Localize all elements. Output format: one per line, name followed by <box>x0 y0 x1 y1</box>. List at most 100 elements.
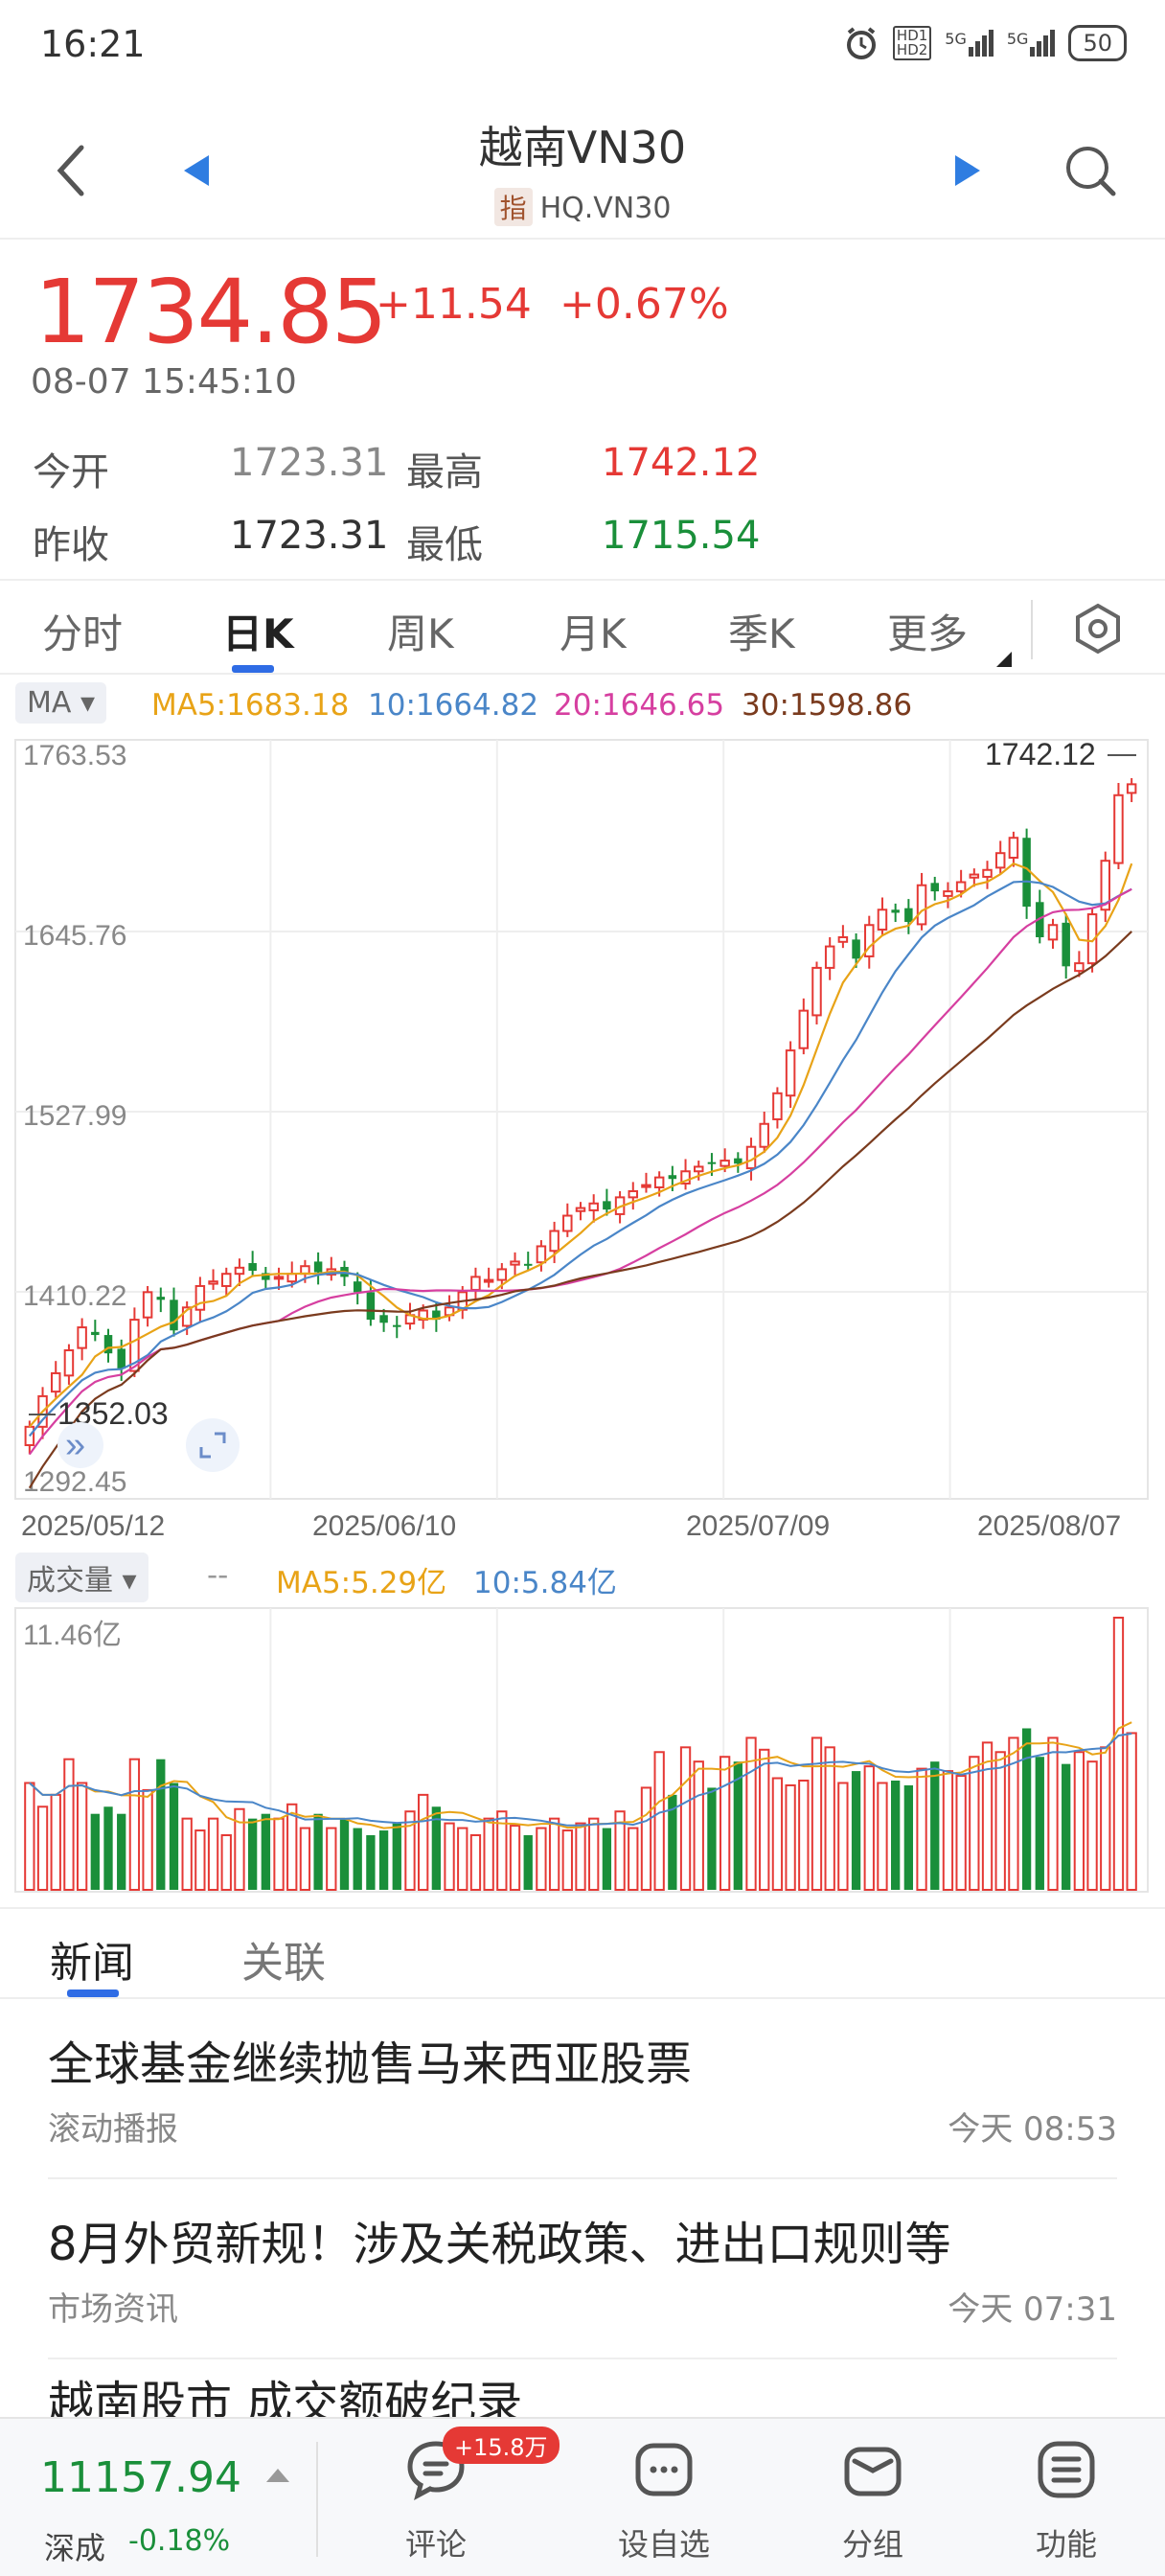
ma5-value: MA5:1683.18 <box>151 688 350 723</box>
header: 越南VN30 指 HQ.VN30 <box>0 96 1165 240</box>
volume-bar <box>863 1765 875 1892</box>
volume-bar <box>431 1806 442 1890</box>
candle <box>1126 783 1137 794</box>
volume-bar <box>955 1775 967 1891</box>
volume-bar <box>1021 1728 1032 1890</box>
volume-bar <box>469 1834 482 1891</box>
candle <box>156 1297 166 1300</box>
volume-bar <box>523 1835 533 1890</box>
volume-ma5-line <box>29 1721 1132 1829</box>
expand-up-icon[interactable] <box>266 2469 289 2482</box>
volume-bar <box>994 1751 1006 1891</box>
market-index-value[interactable]: 11157.94 <box>40 2453 241 2502</box>
volume-bar <box>640 1786 652 1891</box>
group-button[interactable]: 分组 <box>811 2419 935 2576</box>
volume-bar <box>1112 1617 1125 1891</box>
volume-bar <box>851 1771 861 1890</box>
candle <box>772 1092 783 1120</box>
volume-bar <box>588 1817 600 1891</box>
volume-ma10-line <box>29 1733 1132 1827</box>
status-bar: 16:21 HD1 HD2 5G 5G 50 <box>0 0 1165 96</box>
comment-icon <box>407 2441 465 2500</box>
candle <box>142 1291 153 1319</box>
comment-button[interactable]: 评论 <box>374 2419 498 2576</box>
group-label: 分组 <box>841 2526 903 2563</box>
x-tick-label: 2025/08/07 <box>977 1510 1121 1542</box>
volume-bar <box>536 1827 547 1891</box>
status-time: 16:21 <box>40 23 146 65</box>
candle <box>943 890 953 897</box>
candle <box>221 1273 232 1287</box>
add-watchlist-button[interactable]: 设自选 <box>602 2419 726 2576</box>
next-stock-icon[interactable] <box>953 153 982 188</box>
tab-news[interactable]: 新闻 <box>50 1939 134 1988</box>
volume-bar <box>457 1827 468 1891</box>
candle <box>694 1165 704 1173</box>
ma30-value: 30:1598.86 <box>742 688 913 723</box>
volume-bar <box>942 1770 954 1891</box>
volume-bar <box>877 1782 888 1892</box>
volume-bar <box>602 1828 612 1890</box>
scroll-left-button <box>57 1422 103 1468</box>
candle <box>353 1281 362 1293</box>
volume-bar <box>326 1827 337 1891</box>
previous-stock-icon[interactable] <box>182 153 211 188</box>
settings-icon[interactable] <box>1071 602 1125 656</box>
volume-selector[interactable]: 成交量 ▾ <box>15 1552 148 1602</box>
y-tick-label: 1645.76 <box>23 920 126 952</box>
back-arrow-icon[interactable] <box>53 142 91 199</box>
candle <box>393 1324 401 1327</box>
volume-bar <box>1062 1763 1071 1890</box>
candle <box>208 1280 218 1285</box>
candle <box>379 1315 388 1323</box>
more-dropdown-icon <box>996 652 1012 667</box>
search-icon[interactable] <box>1063 144 1117 197</box>
volume-bar <box>733 1761 742 1890</box>
candle <box>117 1348 126 1369</box>
volume-bar <box>1073 1751 1085 1891</box>
news-item[interactable]: 全球基金继续抛售马来西亚股票 滚动播报 今天 08:53 <box>48 1999 1117 2179</box>
watchlist-icon <box>635 2443 693 2496</box>
indicator-selector[interactable]: MA ▾ <box>15 682 107 724</box>
volume-bar <box>404 1810 416 1891</box>
news-time: 今天 07:31 <box>948 2290 1117 2329</box>
tab-more[interactable]: 更多 <box>887 610 969 657</box>
volume-bar <box>392 1823 401 1890</box>
hd-badge: HD1 HD2 <box>892 26 932 60</box>
volume-bar <box>36 1806 49 1892</box>
tab-related[interactable]: 关联 <box>241 1939 326 1988</box>
volume-bar <box>247 1818 258 1890</box>
last-price: 1734.85 <box>34 261 387 363</box>
volume-bar <box>561 1829 573 1892</box>
tab-intraday[interactable]: 分时 <box>42 610 124 657</box>
candle <box>1008 837 1019 859</box>
high-value: 1742.12 <box>602 441 761 485</box>
function-button[interactable]: 功能 <box>1004 2419 1129 2576</box>
volume-bar <box>1047 1736 1059 1891</box>
candle <box>1100 860 1111 911</box>
candle <box>273 1276 285 1280</box>
stock-code: 指 HQ.VN30 <box>0 188 1165 226</box>
volume-bar <box>719 1756 731 1892</box>
tab-weekly-k[interactable]: 周K <box>387 610 454 657</box>
alarm-icon <box>846 27 876 59</box>
news-item[interactable]: 8月外贸新规！涉及关税政策、进出口规则等 市场资讯 今天 07:31 <box>48 2179 1117 2359</box>
quote-timestamp: 08-07 15:45:10 <box>31 362 297 402</box>
volume-bar <box>496 1810 508 1891</box>
volume-bar <box>299 1827 311 1891</box>
candle <box>904 908 913 923</box>
tab-quarterly-k[interactable]: 季K <box>728 610 795 657</box>
tab-daily-k[interactable]: 日K <box>222 610 294 657</box>
tab-monthly-k[interactable]: 月K <box>560 610 627 657</box>
index-tag: 指 <box>493 188 533 226</box>
kline-chart[interactable]: 1763.53 1645.76 1527.99 1410.22 1292.45 1742.… <box>0 730 1165 1899</box>
candle <box>852 939 860 959</box>
volume-bar <box>207 1817 219 1891</box>
candle <box>575 1207 586 1212</box>
ma5-line <box>28 862 1133 1428</box>
candle <box>50 1371 61 1393</box>
candle <box>248 1263 257 1272</box>
volume-bar <box>90 1813 100 1890</box>
candle <box>510 1260 520 1266</box>
candle <box>641 1184 651 1188</box>
